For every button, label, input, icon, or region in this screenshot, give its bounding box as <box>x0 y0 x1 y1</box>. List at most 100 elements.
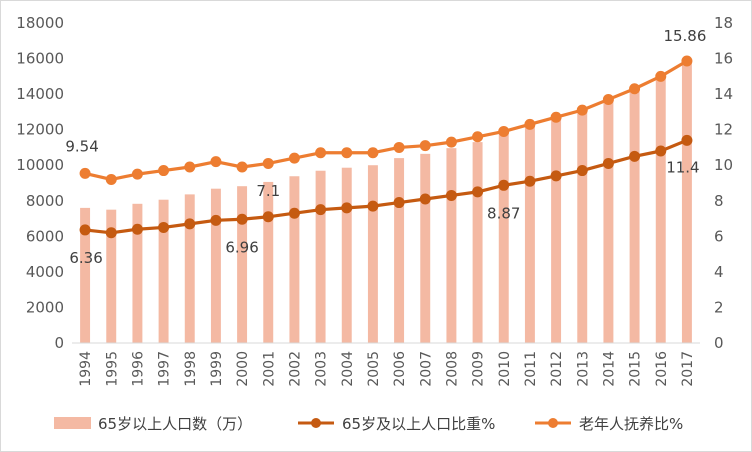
bar <box>210 188 221 343</box>
x-tick-label: 2015 <box>628 351 644 387</box>
line-series <box>79 55 693 239</box>
bar <box>158 199 169 343</box>
right-y-tick-label: 8 <box>714 192 724 210</box>
line-point <box>184 218 196 230</box>
x-tick-label: 1998 <box>183 351 199 387</box>
line-point <box>288 152 300 164</box>
x-tick-label: 2000 <box>235 351 251 387</box>
bar <box>367 165 378 343</box>
line-point <box>367 200 379 212</box>
line-point <box>655 70 667 82</box>
x-tick-label: 2014 <box>601 351 617 387</box>
line-point <box>105 227 117 239</box>
line-point <box>262 211 274 223</box>
bar <box>498 131 509 343</box>
bar <box>420 153 431 343</box>
x-tick-label: 1997 <box>157 351 173 387</box>
line-point <box>602 93 614 105</box>
bar <box>603 97 614 344</box>
right-y-tick-label: 18 <box>714 14 733 32</box>
bar <box>237 186 248 343</box>
right-y-tick-label: 0 <box>714 334 724 352</box>
line-point <box>498 125 510 137</box>
data-labels: 6.36 6.96 7.1 8.87 11.4 9.54 15.86 <box>65 27 706 267</box>
legend-label: 65岁以上人口数（万） <box>98 415 252 433</box>
x-tick-label: 1996 <box>130 351 146 387</box>
x-tick-label: 2011 <box>523 351 539 387</box>
line-point <box>131 168 143 180</box>
line-point <box>419 193 431 205</box>
line-point <box>393 197 405 209</box>
x-tick-label: 1995 <box>104 351 120 387</box>
left-y-tick-label: 2000 <box>26 298 64 316</box>
line-point <box>158 221 170 233</box>
right-y-tick-label: 16 <box>714 50 733 68</box>
right-y-axis-ticks: 0 2 4 6 8 10 12 14 16 18 <box>714 14 733 352</box>
bar <box>577 109 588 344</box>
bar <box>394 158 405 343</box>
line-point <box>655 145 667 157</box>
data-label: 8.87 <box>487 204 520 222</box>
legend-label: 65岁及以上人口比重% <box>342 415 495 433</box>
line-point <box>524 118 536 130</box>
line-point <box>79 167 91 179</box>
x-tick-label: 2012 <box>549 351 565 387</box>
x-tick-label: 2007 <box>418 351 434 387</box>
bar <box>655 76 666 343</box>
line-point <box>393 141 405 153</box>
bar <box>80 207 91 343</box>
line-point <box>315 204 327 216</box>
x-tick-label: 2009 <box>471 351 487 387</box>
bar <box>524 124 535 343</box>
line-point <box>315 147 327 159</box>
x-axis-ticks: 1994 1995 1996 1997 1998 1999 2000 2001 2002 2003… <box>78 351 696 387</box>
line-point <box>550 170 562 182</box>
legend-label: 老年人抚养比% <box>579 415 683 433</box>
right-y-tick-label: 4 <box>714 263 724 281</box>
x-tick-label: 2004 <box>340 351 356 387</box>
left-y-tick-label: 8000 <box>26 192 64 210</box>
left-y-tick-label: 0 <box>54 334 64 352</box>
left-y-tick-label: 18000 <box>16 14 64 32</box>
left-y-tick-label: 10000 <box>16 156 64 174</box>
right-y-tick-label: 12 <box>714 121 733 139</box>
data-label: 6.96 <box>225 238 258 256</box>
bar <box>263 181 274 343</box>
x-tick-label: 2017 <box>680 351 696 387</box>
line-point <box>236 161 248 173</box>
line-point <box>158 165 170 177</box>
x-tick-label: 2001 <box>261 351 277 387</box>
bar <box>132 203 143 343</box>
left-y-tick-label: 4000 <box>26 263 64 281</box>
line-point <box>602 157 614 169</box>
bar <box>341 167 352 343</box>
line-point <box>367 147 379 159</box>
legend-swatch-marker <box>311 418 321 428</box>
bar <box>446 148 457 343</box>
line-point <box>341 202 353 214</box>
line-point <box>550 111 562 123</box>
data-label: 11.4 <box>666 158 699 176</box>
data-label: 6.36 <box>69 249 102 267</box>
bar <box>184 194 195 343</box>
line-point <box>184 161 196 173</box>
line-point <box>236 213 248 225</box>
bar <box>681 61 692 343</box>
x-tick-label: 1999 <box>209 351 225 387</box>
x-tick-label: 2002 <box>287 351 303 387</box>
x-tick-label: 2013 <box>575 351 591 387</box>
legend: 65岁以上人口数（万） 65岁及以上人口比重% 老年人抚养比% <box>54 415 683 433</box>
line-point <box>472 131 484 143</box>
line-point <box>472 186 484 198</box>
line-point <box>79 224 91 236</box>
x-tick-label: 2016 <box>654 351 670 387</box>
line-point <box>629 150 641 162</box>
right-y-tick-label: 10 <box>714 156 733 174</box>
line-point <box>341 147 353 159</box>
bar <box>289 176 300 343</box>
x-tick-label: 2006 <box>392 351 408 387</box>
bar <box>551 117 562 343</box>
data-label: 9.54 <box>65 137 98 155</box>
